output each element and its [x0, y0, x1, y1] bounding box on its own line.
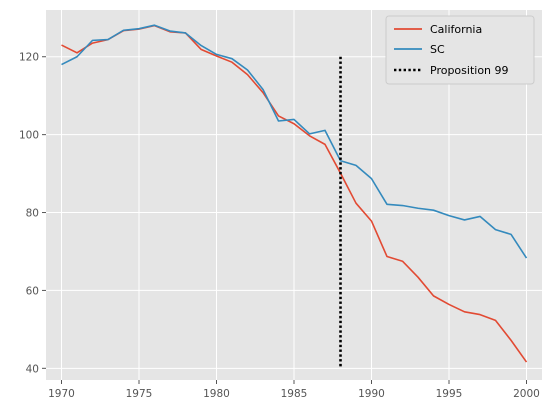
- y-tick-label: 80: [26, 208, 39, 220]
- x-tick-label: 2000: [513, 388, 540, 400]
- x-tick-label: 1975: [126, 388, 153, 400]
- grid-lines: [46, 10, 542, 380]
- legend-label-california: California: [430, 23, 482, 36]
- legend: California SC Proposition 99: [385, 15, 535, 85]
- y-axis-ticks: 40 60 80 100 120: [19, 52, 46, 375]
- x-tick-label: 1985: [281, 388, 308, 400]
- x-tick-label: 1995: [436, 388, 463, 400]
- series-line-sc: [61, 24, 528, 259]
- series-layer: [61, 24, 528, 369]
- legend-label-sc: SC: [430, 43, 445, 56]
- y-tick-label: 60: [26, 285, 39, 297]
- x-axis-ticks: 1970 1975 1980 1985 1990 1995 2000: [48, 380, 540, 400]
- x-tick-label: 1980: [203, 388, 230, 400]
- y-tick-label: 40: [26, 363, 39, 375]
- x-tick-label: 1990: [358, 388, 385, 400]
- legend-label-proposition-99: Proposition 99: [430, 64, 509, 77]
- y-tick-label: 100: [19, 130, 39, 142]
- y-tick-label: 120: [19, 52, 39, 64]
- legend-box: [385, 15, 535, 85]
- x-tick-label: 1970: [48, 388, 75, 400]
